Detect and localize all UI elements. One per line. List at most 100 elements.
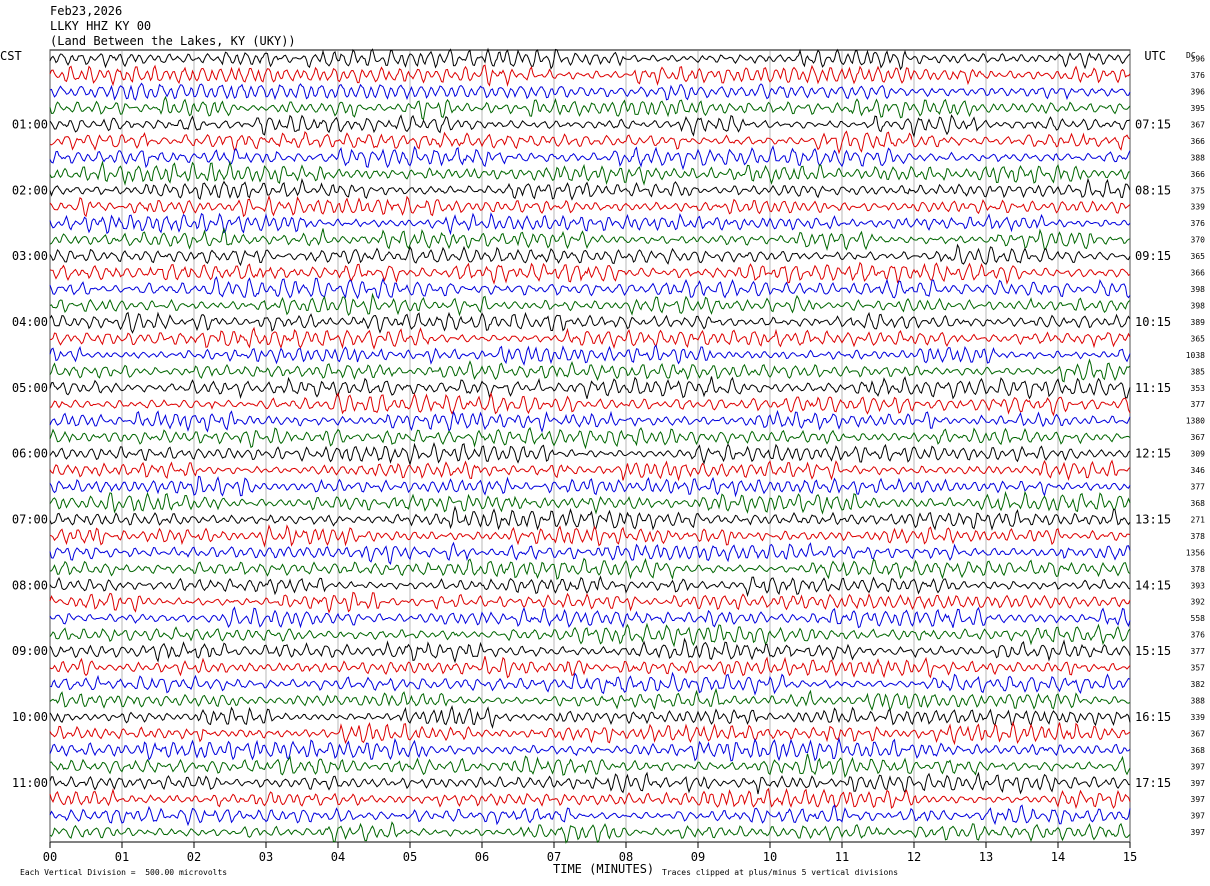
seismic-trace bbox=[49, 243, 1131, 267]
seismic-trace bbox=[49, 736, 1131, 762]
left-hour-label: 06:00 bbox=[12, 447, 48, 461]
seismic-trace bbox=[49, 326, 1131, 350]
seismic-trace bbox=[49, 114, 1131, 138]
dc-label: DC bbox=[1186, 51, 1196, 60]
seismic-trace bbox=[49, 459, 1131, 482]
dc-offset-label: 396 bbox=[1191, 55, 1206, 64]
dc-offset-label: 346 bbox=[1191, 466, 1206, 475]
seismic-trace bbox=[49, 475, 1131, 498]
left-hour-label: 03:00 bbox=[12, 249, 48, 263]
seismic-trace bbox=[49, 656, 1131, 679]
right-hour-label: 16:15 bbox=[1135, 710, 1171, 724]
seismic-trace bbox=[49, 426, 1131, 450]
seismic-trace bbox=[49, 490, 1131, 515]
x-tick-label: 13 bbox=[979, 850, 993, 864]
left-hour-label: 07:00 bbox=[12, 512, 48, 526]
dc-offset-label: 368 bbox=[1191, 499, 1206, 508]
seismic-trace bbox=[49, 391, 1131, 417]
right-hour-label: 15:15 bbox=[1135, 644, 1171, 658]
dc-offset-label: 397 bbox=[1191, 779, 1206, 788]
dc-offset-label: 378 bbox=[1191, 565, 1206, 574]
seismic-trace bbox=[49, 292, 1131, 317]
x-tick-label: 04 bbox=[331, 850, 345, 864]
seismic-trace bbox=[49, 687, 1131, 712]
seismic-trace bbox=[49, 541, 1131, 565]
left-hour-label: 08:00 bbox=[12, 578, 48, 592]
dc-offset-label: 367 bbox=[1191, 433, 1206, 442]
seismic-trace bbox=[49, 787, 1131, 810]
seismic-trace bbox=[49, 227, 1131, 251]
seismic-trace bbox=[49, 160, 1131, 186]
right-hour-label: 09:15 bbox=[1135, 249, 1171, 263]
seismic-trace bbox=[49, 358, 1131, 383]
seismic-trace bbox=[49, 622, 1131, 648]
x-tick-label: 09 bbox=[691, 850, 705, 864]
dc-offset-label: 365 bbox=[1191, 252, 1206, 261]
seismic-trace bbox=[49, 194, 1131, 218]
right-hour-label: 11:15 bbox=[1135, 381, 1171, 395]
dc-offset-label: 1038 bbox=[1186, 351, 1205, 360]
seismic-trace bbox=[49, 441, 1131, 467]
dc-offset-label: 397 bbox=[1191, 812, 1206, 821]
left-hour-label: 02:00 bbox=[12, 183, 48, 197]
x-tick-label: 11 bbox=[835, 850, 849, 864]
dc-offset-label: 389 bbox=[1191, 318, 1206, 327]
seismic-trace bbox=[49, 606, 1131, 629]
station-location: (Land Between the Lakes, KY (UKY)) bbox=[50, 34, 296, 48]
seismic-trace bbox=[49, 47, 1131, 71]
dc-offset-label: 558 bbox=[1191, 614, 1206, 623]
dc-offset-label: 397 bbox=[1191, 795, 1206, 804]
seismic-trace bbox=[49, 130, 1131, 155]
x-axis-title: TIME (MINUTES) bbox=[553, 862, 655, 876]
dc-offset-label: 376 bbox=[1191, 631, 1206, 640]
seismic-trace bbox=[49, 261, 1131, 285]
dc-offset-label: 376 bbox=[1191, 71, 1206, 80]
seismic-trace bbox=[49, 557, 1131, 580]
seismic-trace bbox=[49, 177, 1131, 201]
seismic-trace bbox=[49, 575, 1131, 598]
dc-offset-label: 393 bbox=[1191, 581, 1206, 590]
seismic-trace bbox=[49, 704, 1131, 730]
dc-offset-label: 370 bbox=[1191, 236, 1206, 245]
x-tick-label: 03 bbox=[259, 850, 273, 864]
left-hour-label: 04:00 bbox=[12, 315, 48, 329]
dc-offset-label: 377 bbox=[1191, 647, 1206, 656]
right-hour-label: 08:15 bbox=[1135, 183, 1171, 197]
seismic-trace bbox=[49, 753, 1131, 778]
dc-offset-label: 368 bbox=[1191, 746, 1206, 755]
seismic-trace bbox=[49, 671, 1131, 696]
seismic-trace bbox=[49, 344, 1131, 366]
clip-note: Traces clipped at plus/minus 5 vertical … bbox=[662, 868, 899, 877]
dc-offset-label: 388 bbox=[1191, 153, 1206, 162]
x-tick-label: 14 bbox=[1051, 850, 1065, 864]
dc-offset-label: 366 bbox=[1191, 170, 1206, 179]
dc-offset-label: 397 bbox=[1191, 828, 1206, 837]
dc-offset-label: 375 bbox=[1191, 186, 1206, 195]
dc-offset-label: 398 bbox=[1191, 301, 1206, 310]
seismic-trace bbox=[49, 64, 1131, 87]
seismic-trace bbox=[49, 276, 1131, 300]
x-tick-label: 10 bbox=[763, 850, 777, 864]
x-tick-label: 00 bbox=[43, 850, 57, 864]
dc-offset-label: 1380 bbox=[1186, 417, 1205, 426]
left-hour-label: 09:00 bbox=[12, 644, 48, 658]
seismic-trace bbox=[49, 376, 1131, 400]
dc-offset-label: 377 bbox=[1191, 400, 1206, 409]
dc-offset-label: 377 bbox=[1191, 483, 1206, 492]
dc-offset-label: 353 bbox=[1191, 384, 1206, 393]
x-tick-label: 01 bbox=[115, 850, 129, 864]
dc-offset-label: 357 bbox=[1191, 664, 1206, 673]
x-tick-label: 06 bbox=[475, 850, 489, 864]
x-tick-label: 02 bbox=[187, 850, 201, 864]
dc-offset-label: 366 bbox=[1191, 269, 1206, 278]
dc-offset-label: 339 bbox=[1191, 713, 1206, 722]
seismic-trace bbox=[49, 637, 1131, 664]
x-tick-label: 08 bbox=[619, 850, 633, 864]
dc-offset-label: 385 bbox=[1191, 367, 1206, 376]
dc-offset-label: 395 bbox=[1191, 104, 1206, 113]
seismic-trace bbox=[49, 524, 1131, 548]
plot-frame bbox=[49, 49, 1131, 843]
dc-offset-label: 397 bbox=[1191, 762, 1206, 771]
seismic-trace bbox=[49, 212, 1131, 236]
